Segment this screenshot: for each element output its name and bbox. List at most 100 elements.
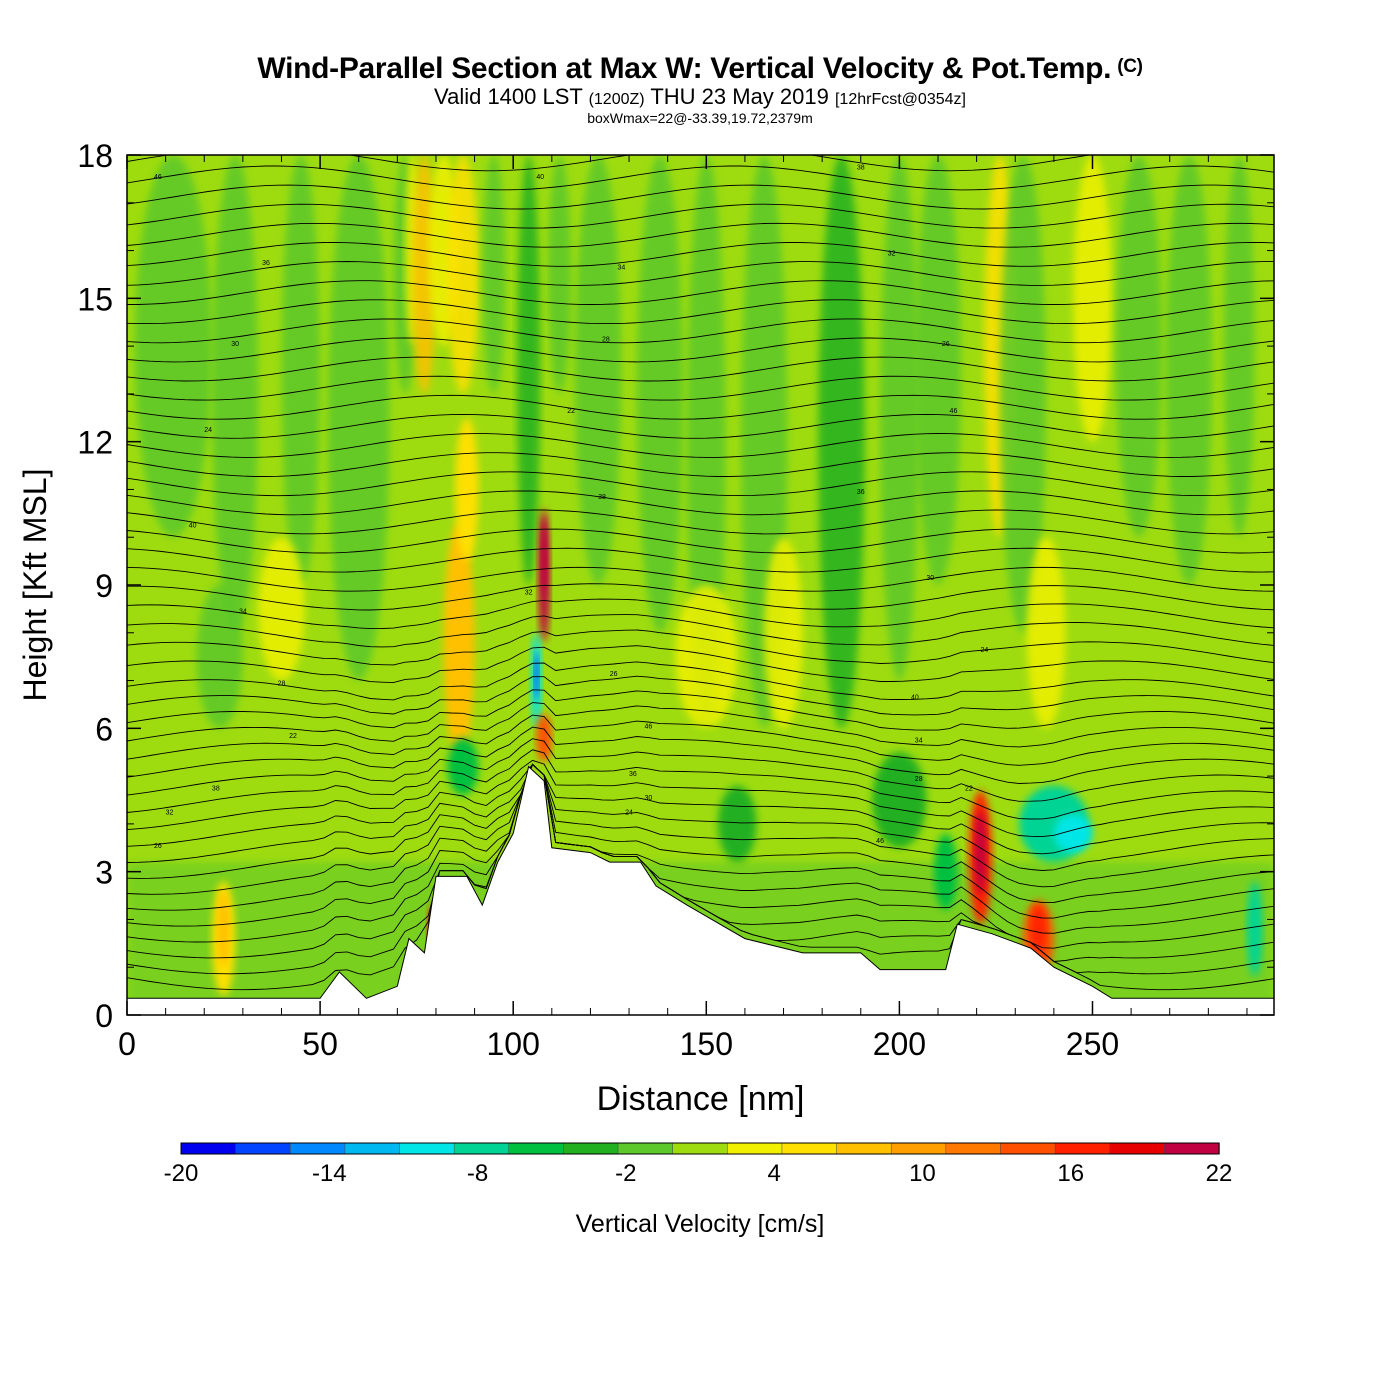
y-tick-label: 12: [77, 425, 113, 461]
chart-title: Wind-Parallel Section at Max W: Vertical…: [0, 52, 1400, 86]
strong-cell-11: [1053, 814, 1093, 853]
strong-cell-18: [872, 752, 927, 848]
theta-contour-32: [127, 413, 1274, 439]
theta-label: 36: [629, 771, 637, 778]
x-tick-label: 150: [680, 1026, 733, 1062]
field-cell-9: [447, 155, 479, 394]
theta-contour-39: [127, 280, 1274, 305]
colorbar-label: Vertical Velocity [cm/s]: [576, 1210, 825, 1238]
theta-label: 34: [915, 738, 923, 745]
theta-contour-4: [127, 763, 1274, 934]
theta-contour-14: [127, 714, 1274, 766]
theta-contour-23: [127, 583, 1274, 611]
y-tick-label: 0: [95, 998, 113, 1034]
theta-contour-17: [127, 675, 1274, 716]
theta-contour-18: [127, 661, 1274, 701]
theta-label: 28: [278, 680, 286, 687]
strong-cell-19: [717, 785, 757, 863]
forecast-info: [12hrFcst@0354z]: [834, 91, 966, 108]
colorbar-swatch: [180, 1142, 237, 1155]
theta-label: 24: [204, 427, 212, 434]
colorbar-swatch: [1000, 1142, 1056, 1155]
theta-contour-46: [127, 155, 1274, 172]
theta-contour-49: [127, 90, 1274, 114]
field-cell-10: [482, 155, 506, 394]
strong-cell-20: [1246, 881, 1263, 977]
colorbar-swatch: [890, 1142, 947, 1155]
colorbar-swatch: [781, 1142, 838, 1155]
boxwmax-info: boxWmax=22@-33.39,19.72,2379m: [587, 110, 813, 126]
strong-cell-7: [455, 417, 479, 562]
theta-label: 22: [567, 408, 575, 415]
field-cell-28: [675, 585, 738, 729]
theta-contour-43: [127, 203, 1274, 229]
theta-label: 38: [857, 164, 865, 171]
theta-contour-25: [127, 547, 1274, 573]
theta-contour-35: [127, 356, 1274, 382]
theta-contour-2: [127, 763, 1274, 962]
field-cell-26: [196, 585, 243, 729]
theta-label: 36: [857, 489, 865, 496]
strong-cell-17: [536, 714, 552, 762]
theta-contour-3: [127, 763, 1274, 949]
field-cell-15: [686, 155, 726, 729]
theta-contour-21: [127, 614, 1274, 648]
y-tick-label: 15: [77, 281, 113, 317]
field-cell-29: [764, 537, 803, 729]
theta-contour-22: [127, 598, 1274, 630]
colorbar-swatch: [672, 1142, 729, 1155]
x-tick-label: 100: [487, 1026, 540, 1062]
theta-contour-12: [127, 738, 1274, 802]
theta-label: 36: [262, 260, 270, 267]
colorbar-tick-label: 10: [909, 1160, 936, 1187]
terrain: [127, 765, 1274, 1015]
chart-title-text: Wind-Parallel Section at Max W: Vertical…: [257, 52, 1112, 85]
y-tick-label: 6: [95, 711, 113, 747]
colorbar-swatch: [836, 1142, 892, 1155]
theta-contour-31: [127, 433, 1274, 458]
theta-contour-29: [127, 471, 1274, 497]
x-tick-label: 250: [1066, 1026, 1119, 1062]
theta-label: 32: [525, 590, 533, 597]
field-cell-27: [258, 537, 305, 681]
theta-label: 40: [911, 695, 919, 702]
colorbar-tick-label: -20: [164, 1160, 199, 1187]
theta-contour-45: [127, 165, 1274, 191]
field-cell-4: [327, 155, 390, 681]
theta-label: 34: [617, 265, 625, 272]
strong-cell-9: [974, 809, 987, 896]
theta-contour-6: [127, 763, 1274, 904]
theta-contour-37: [127, 318, 1274, 344]
theta-label: 40: [536, 174, 544, 181]
field-cell-30: [1026, 537, 1066, 729]
colorbar-swatch: [1164, 1142, 1220, 1155]
theta-contour-30: [127, 452, 1274, 477]
theta-contour-11: [127, 749, 1274, 820]
colorbar-swatch: [399, 1142, 455, 1155]
valid-date: THU 23 May 2019: [650, 84, 829, 109]
theta-contour-26: [127, 528, 1274, 554]
colorbar-swatch: [290, 1142, 346, 1155]
colorbar-swatch: [1054, 1142, 1111, 1155]
theta-label: 22: [965, 785, 973, 792]
field-cell-23: [1115, 155, 1163, 538]
theta-contour-19: [127, 645, 1274, 684]
colorbar-tick-label: -2: [615, 1160, 636, 1187]
theta-contour-36: [127, 337, 1274, 363]
theta-label: 28: [915, 776, 923, 783]
theta-contour-41: [127, 241, 1274, 267]
theta-label: 26: [942, 341, 950, 348]
theta-label: 46: [154, 174, 162, 181]
theta-contour-33: [127, 394, 1274, 420]
theta-contour-24: [127, 566, 1274, 592]
theta-label: 38: [598, 494, 606, 501]
theta-contour-16: [127, 689, 1274, 731]
theta-label: 26: [610, 671, 618, 678]
theta-contour-34: [127, 375, 1274, 401]
colorbar-swatch: [617, 1142, 674, 1155]
colorbar-swatch: [1109, 1142, 1166, 1155]
theta-label: 26: [154, 843, 162, 850]
colorbar-swatch: [945, 1142, 1002, 1155]
theta-contour-9: [127, 763, 1274, 855]
